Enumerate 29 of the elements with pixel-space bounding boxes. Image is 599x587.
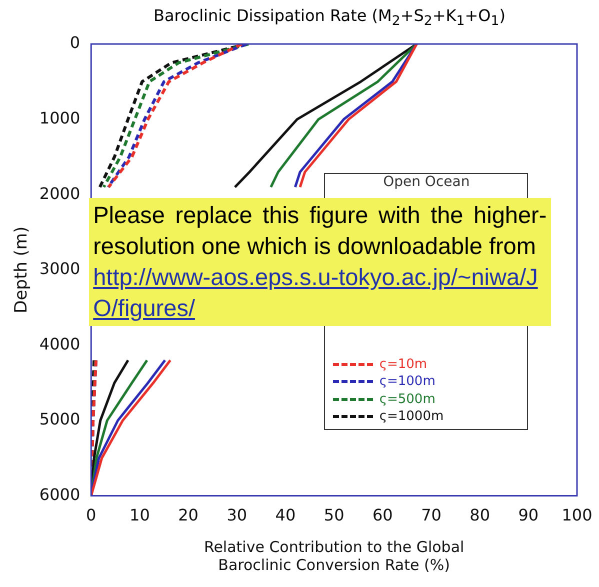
- x-tick-label: 90: [518, 506, 539, 525]
- y-tick-label: 3000: [39, 259, 80, 278]
- chart-title: Baroclinic Dissipation Rate (M$_{2}$+S$_{2}$+K$_{1}$+O$_{1}$): [153, 6, 506, 30]
- y-tick-label: 4000: [39, 334, 80, 354]
- x-tick-label: 10: [130, 506, 150, 525]
- x-tick-label: 60: [372, 506, 393, 525]
- note-box: Please replace this figure with the higher-resolution one which is downloadable from http://www-aos.eps.s.u-tokyo.ac.jp/~niwa/JO/figures/: [89, 198, 551, 326]
- legend-label: ς=100m: [379, 374, 436, 390]
- y-tick-label: 2000: [39, 184, 80, 203]
- y-tick-label: 0: [70, 33, 80, 52]
- legend-title: Open Ocean: [382, 174, 471, 190]
- annotation: Please replace this figure with the higher-resolution one which is downloadable from: [93, 200, 547, 261]
- legend-label: ς=500m: [379, 392, 436, 407]
- x-axis-title: Relative Contribution to the Global Baroclinic Conversion Rate (%): [204, 538, 464, 574]
- y-tick-label: 5000: [39, 410, 80, 429]
- x-tick-label: 50: [324, 506, 344, 525]
- x-tick-label: 80: [470, 506, 490, 525]
- x-tick-label: 40: [275, 506, 296, 525]
- x-tick-label: 0: [86, 506, 96, 525]
- annotation: http://www-aos.eps.s.u-tokyo.ac.jp/~niwa/JO/figures/: [93, 262, 539, 323]
- x-tick-label: 20: [178, 506, 198, 525]
- legend-label: ς=1000m: [379, 409, 444, 424]
- x-tick-label: 100: [562, 506, 592, 525]
- x-tick-label: 70: [421, 506, 442, 525]
- y-tick-label: 6000: [39, 484, 80, 504]
- x-tick-label: 30: [226, 506, 248, 525]
- y-axis-title: Depth (m): [12, 226, 32, 314]
- y-tick-label: 1000: [39, 108, 80, 128]
- legend-label: ς=10m: [379, 356, 428, 372]
